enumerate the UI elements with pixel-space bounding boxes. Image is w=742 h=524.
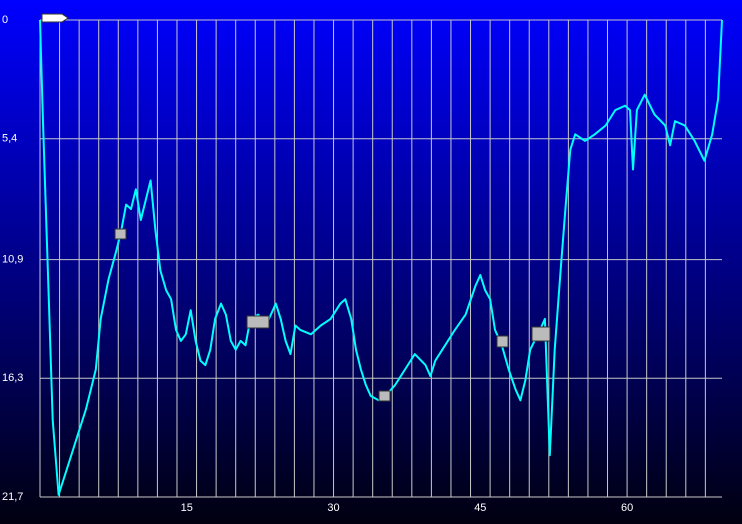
x-tick-label: 15 (181, 502, 193, 514)
event-icons (41, 13, 551, 402)
depth-line (39, 19, 723, 496)
y-tick-label: 16,3 (2, 372, 23, 384)
y-tick-label: 21,7 (2, 491, 23, 503)
x-tick-label: 60 (621, 502, 633, 514)
y-tick-label: 10,9 (2, 254, 23, 266)
y-tick-label: 5,4 (2, 133, 17, 145)
x-tick-label: 30 (327, 502, 339, 514)
y-tick-label: 0 (2, 14, 8, 26)
x-tick-label: 45 (474, 502, 486, 514)
